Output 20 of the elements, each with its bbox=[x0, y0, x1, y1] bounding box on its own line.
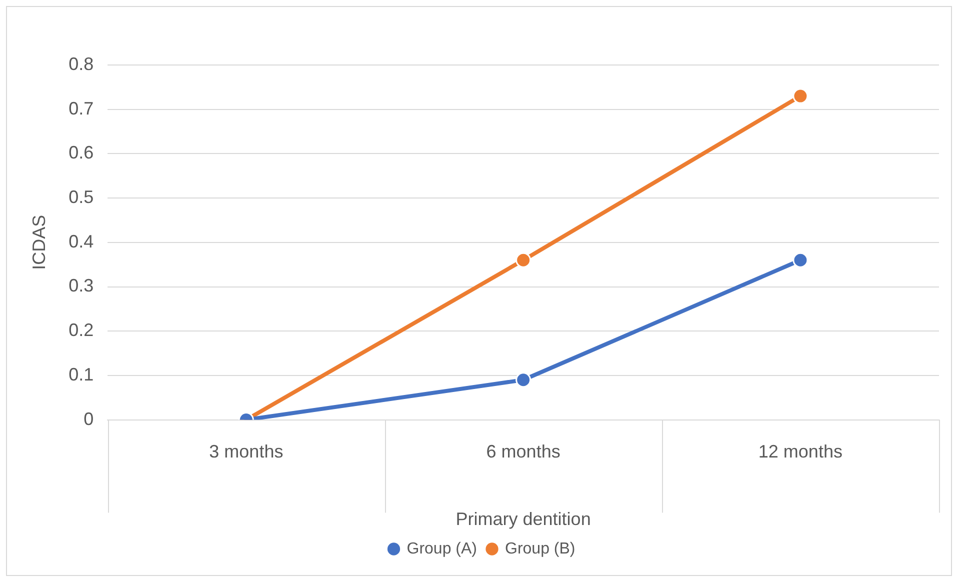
y-tick-label: 0.4 bbox=[68, 231, 94, 252]
x-axis-title: Primary dentition bbox=[456, 509, 591, 530]
point bbox=[516, 372, 532, 388]
y-tick-label: 0 bbox=[84, 408, 94, 429]
legend-label: Group (A) bbox=[406, 540, 478, 558]
point bbox=[516, 252, 532, 268]
y-tick-label: 0.6 bbox=[68, 142, 94, 163]
x-tick-label: 12 months bbox=[758, 442, 842, 462]
point bbox=[792, 252, 808, 268]
y-tick-label: 0.1 bbox=[68, 364, 94, 384]
x-tick-label: 3 months bbox=[209, 442, 284, 462]
y-tick-label: 0.8 bbox=[68, 54, 94, 74]
point bbox=[792, 88, 808, 104]
y-tick-label: 0.5 bbox=[68, 187, 94, 208]
y-axis-title: ICDAS bbox=[28, 214, 49, 270]
y-tick-label: 0.7 bbox=[68, 98, 94, 118]
y-tick-label: 0.3 bbox=[68, 276, 94, 296]
x-tick-label: 6 months bbox=[486, 442, 560, 462]
legend-label: Group (B) bbox=[505, 540, 576, 558]
y-tick-label: 0.2 bbox=[68, 320, 94, 340]
